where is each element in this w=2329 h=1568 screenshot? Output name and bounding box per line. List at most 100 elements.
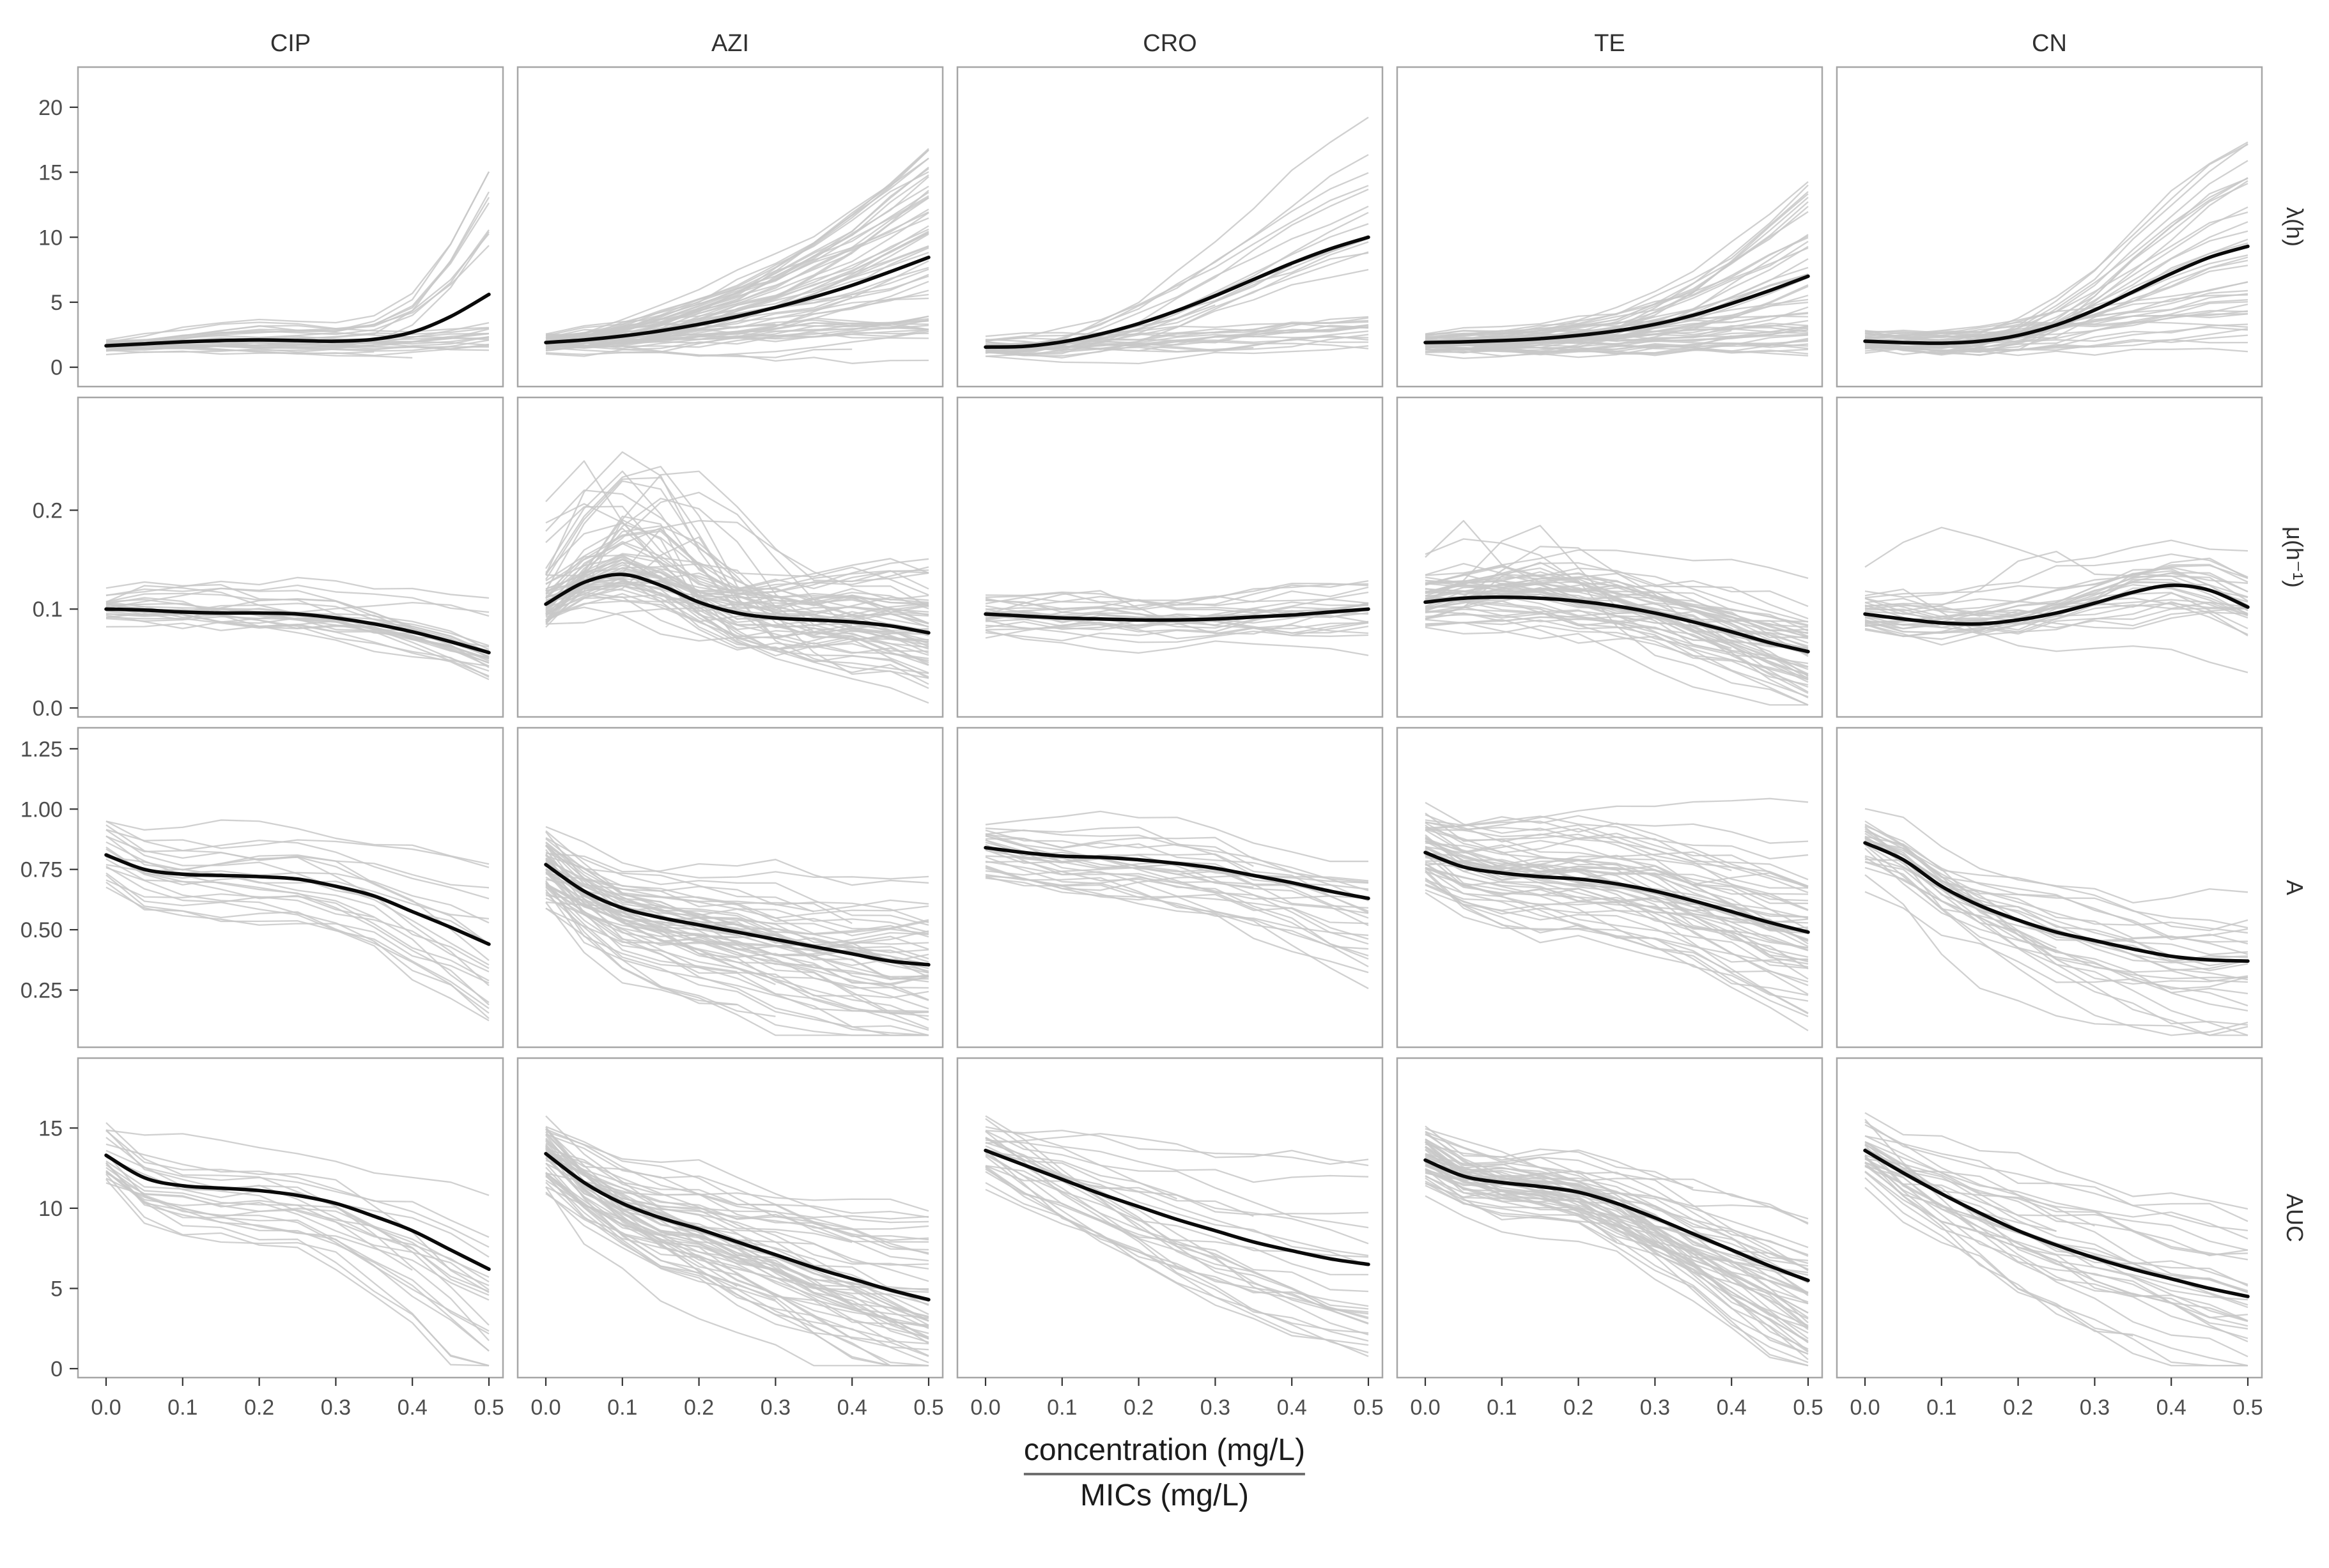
strain-line (105, 171, 490, 343)
strain-line (1425, 1195, 1809, 1367)
strain-line (985, 1181, 1369, 1334)
strain-line (1425, 235, 1809, 335)
x-tick-label: 0.5 (913, 1395, 943, 1420)
strain-line (545, 567, 929, 627)
strain-line (1425, 1157, 1809, 1314)
strain-line (545, 558, 929, 678)
strain-line (1425, 854, 1809, 942)
strain-line (1864, 1144, 2248, 1261)
mean-line (104, 1153, 491, 1272)
panel-lines (1423, 797, 1810, 1031)
strain-line (1864, 836, 2248, 990)
strain-line (1425, 609, 1809, 676)
strain-line (545, 837, 929, 926)
strain-line (545, 1153, 929, 1241)
panel-A-CRO (956, 726, 1384, 1049)
column-title-CRO: CRO (1143, 30, 1196, 57)
strain-line (985, 842, 1369, 960)
strain-line (545, 1147, 929, 1364)
x-tick-label: 0.0 (91, 1395, 121, 1420)
strain-line (985, 598, 1369, 617)
strain-line (985, 1149, 1369, 1346)
strain-line (1864, 808, 2248, 904)
strain-line (1425, 1182, 1809, 1355)
strain-line (1425, 1156, 1809, 1326)
strain-line (1864, 1158, 2248, 1309)
mean-line (1863, 583, 2250, 626)
y-tick-label: 1.00 (20, 797, 63, 822)
mean-line (104, 853, 491, 946)
panel-lines (1423, 181, 1810, 359)
x-tick-label: 0.5 (1353, 1395, 1383, 1420)
panel-border (1836, 726, 2263, 1049)
strain-line (545, 585, 929, 685)
panel-lines (1863, 527, 2250, 673)
strain-line (545, 885, 929, 980)
mean-line (544, 863, 931, 967)
strain-line (985, 615, 1369, 634)
strain-line (545, 451, 929, 633)
strain-line (545, 497, 929, 642)
x-tick-label: 0.0 (530, 1395, 561, 1420)
strain-line (1425, 1153, 1809, 1225)
strain-line (1425, 615, 1809, 665)
strain-line (1864, 553, 2248, 598)
strain-line (1425, 854, 1809, 911)
strain-line (545, 1172, 929, 1330)
strain-line (1425, 181, 1809, 340)
column-title-CN: CN (2032, 30, 2067, 57)
x-tick-label: 0.4 (398, 1395, 428, 1420)
strain-line (545, 470, 929, 604)
strain-line (105, 613, 490, 664)
strain-line (1864, 570, 2248, 611)
strain-line (105, 865, 490, 981)
strain-line (545, 907, 929, 1036)
mean-line (1863, 244, 2250, 345)
strain-line (545, 893, 929, 1036)
strain-line (1864, 527, 2248, 568)
column-title-AZI: AZI (711, 30, 749, 57)
strain-line (1425, 815, 1809, 859)
strain-line (545, 838, 853, 925)
strain-line (985, 1115, 1369, 1325)
strain-line (985, 324, 1369, 359)
strain-line (1864, 1112, 2248, 1210)
strain-line (105, 597, 490, 667)
strain-line (105, 872, 490, 1022)
strain-line (1864, 608, 2248, 638)
mean-line (1863, 841, 2250, 963)
strain-line (545, 460, 929, 615)
strain-line (105, 1171, 490, 1367)
y-tick-label: 15 (38, 1116, 63, 1141)
row-strip-label-3: A (2282, 880, 2308, 895)
strain-line (545, 1148, 929, 1218)
panel-lines (104, 576, 491, 680)
strain-line (985, 317, 1369, 337)
x-tick-label: 0.2 (684, 1395, 714, 1420)
strain-line (1425, 606, 1809, 623)
strain-line (1425, 1141, 1809, 1342)
strain-line (985, 590, 1369, 634)
mean-line (104, 607, 491, 655)
panel-lines (104, 819, 491, 1022)
strain-line (1864, 564, 2248, 599)
strain-line (105, 874, 490, 1010)
strain-line (1864, 1171, 2248, 1322)
strain-line (1864, 861, 2248, 981)
column-title-CIP: CIP (270, 30, 311, 57)
strain-line (1864, 611, 2248, 640)
strain-line (1864, 142, 2248, 349)
strain-line (985, 345, 1369, 365)
panel-λ(h)-TE (1396, 66, 1823, 388)
strain-line (545, 1152, 929, 1270)
strain-line (1864, 177, 2248, 348)
strain-line (1425, 583, 1809, 632)
strain-line (105, 1170, 490, 1335)
strain-line (1425, 339, 1809, 357)
strain-line (1425, 840, 1809, 918)
strain-line (1864, 828, 2248, 939)
panel-AUC-CRO: 0.0 0.1 0.2 0.3 0.4 0.5 (956, 1057, 1384, 1420)
strain-line (105, 835, 490, 987)
strain-line (1864, 1144, 2248, 1358)
strain-line (985, 861, 1369, 914)
